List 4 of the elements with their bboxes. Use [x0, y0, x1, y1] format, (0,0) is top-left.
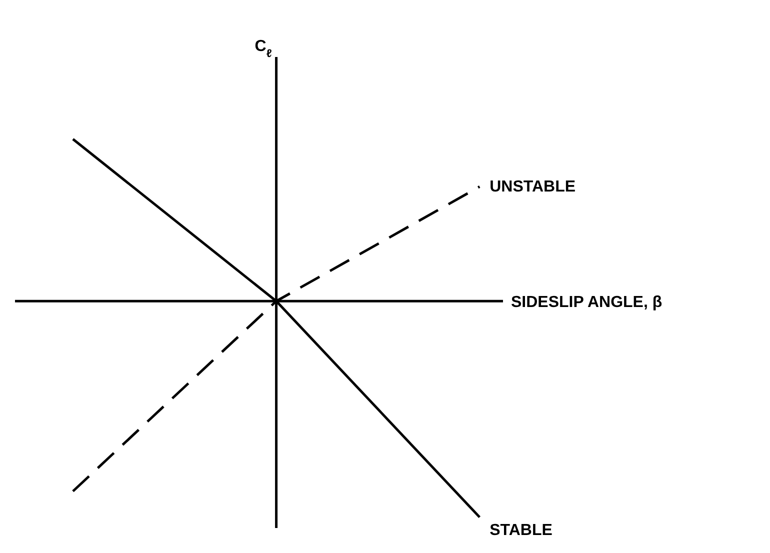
- series-label: STABLE: [490, 522, 553, 540]
- x-axis-title: SIDESLIP ANGLE, β: [511, 294, 662, 312]
- y-axis-title: C$_{ℓ}$: [254, 38, 272, 60]
- series-label: UNSTABLE: [490, 178, 576, 196]
